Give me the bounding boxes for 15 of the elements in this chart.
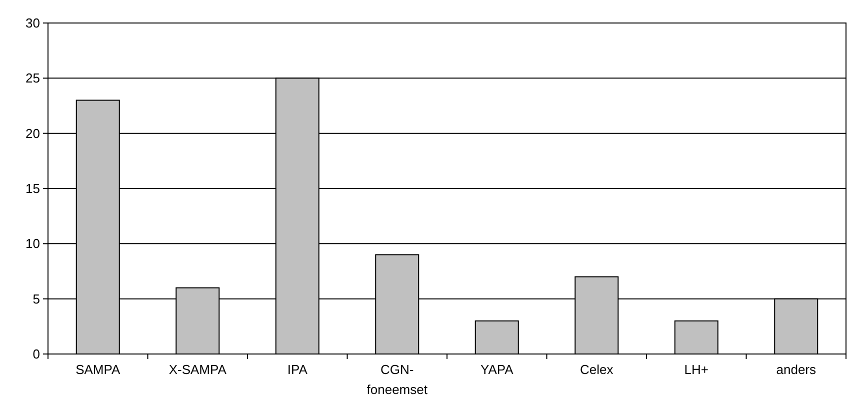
y-tick-label: 0 (32, 346, 40, 362)
x-tick-label: LH+ (684, 362, 708, 377)
x-tick-label: X-SAMPA (168, 362, 227, 377)
x-tick-label: Celex (580, 362, 614, 377)
x-tick-label: CGN-foneemset (366, 362, 428, 397)
y-tick-label: 30 (26, 16, 40, 31)
y-tick-label: 5 (32, 291, 40, 306)
y-tick-label: 20 (26, 126, 40, 141)
x-tick-label: YAPA (480, 362, 514, 377)
y-tick-label: 25 (26, 70, 40, 86)
x-tick-label: SAMPA (76, 362, 120, 377)
y-tick-label: 10 (26, 236, 40, 252)
y-tick-label: 15 (26, 181, 40, 196)
x-tick-label: IPA (287, 362, 308, 377)
x-tick-label: anders (776, 362, 816, 377)
